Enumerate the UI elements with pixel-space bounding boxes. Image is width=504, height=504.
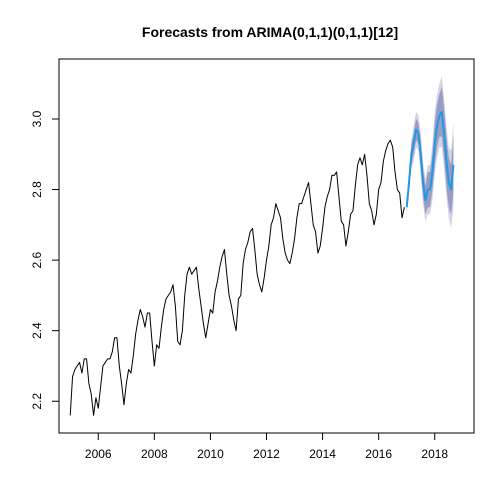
observed-series-line bbox=[69, 139, 405, 416]
y-tick-label: 2.6 bbox=[30, 251, 44, 268]
x-tick-label: 2008 bbox=[141, 447, 168, 461]
y-tick-label: 2.2 bbox=[30, 393, 44, 410]
x-tick-label: 2010 bbox=[197, 447, 224, 461]
y-tick-label: 2.4 bbox=[30, 322, 44, 339]
x-tick-label: 2016 bbox=[365, 447, 392, 461]
y-axis: 2.2 2.4 2.6 2.8 3.0 bbox=[30, 110, 60, 410]
x-tick-label: 2018 bbox=[421, 447, 448, 461]
chart-title: Forecasts from ARIMA(0,1,1)(0,1,1)[12] bbox=[142, 24, 398, 40]
x-axis: 2006 2008 2010 2012 2014 2016 2018 bbox=[85, 432, 448, 461]
x-tick-label: 2012 bbox=[253, 447, 280, 461]
x-tick-label: 2006 bbox=[85, 447, 112, 461]
observed-line bbox=[69, 139, 405, 416]
x-tick-label: 2014 bbox=[309, 447, 336, 461]
forecast-line bbox=[405, 110, 455, 208]
forecast-mean-line bbox=[405, 110, 455, 208]
y-tick-label: 2.8 bbox=[30, 181, 44, 198]
y-tick-label: 3.0 bbox=[30, 110, 44, 127]
